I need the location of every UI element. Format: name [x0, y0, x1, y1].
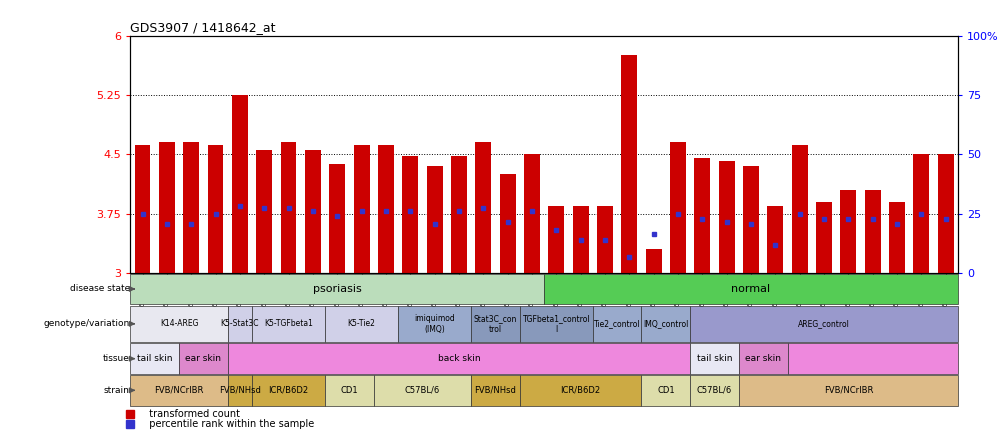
- Bar: [548, 206, 564, 273]
- Bar: [787, 344, 957, 374]
- Text: CD1: CD1: [656, 386, 674, 395]
- Text: FVB/NHsd: FVB/NHsd: [474, 386, 516, 395]
- Bar: [669, 143, 685, 273]
- Bar: [402, 156, 418, 273]
- Bar: [689, 305, 957, 342]
- Bar: [471, 375, 519, 405]
- Text: back skin: back skin: [437, 354, 480, 363]
- Bar: [689, 344, 738, 374]
- Bar: [354, 145, 369, 273]
- Bar: [840, 190, 856, 273]
- Bar: [159, 143, 174, 273]
- Bar: [641, 305, 689, 342]
- Bar: [130, 305, 227, 342]
- Text: transformed count: transformed count: [142, 409, 239, 419]
- Text: disease state: disease state: [69, 285, 130, 293]
- Text: C57BL/6: C57BL/6: [405, 386, 440, 395]
- Bar: [888, 202, 904, 273]
- Bar: [329, 164, 345, 273]
- Bar: [738, 375, 957, 405]
- Text: FVB/NCrIBR: FVB/NCrIBR: [154, 386, 203, 395]
- Bar: [130, 375, 227, 405]
- Text: FVB/NCrIBR: FVB/NCrIBR: [823, 386, 872, 395]
- Text: Stat3C_con
trol: Stat3C_con trol: [473, 314, 517, 333]
- Text: percentile rank within the sample: percentile rank within the sample: [142, 419, 314, 429]
- Text: psoriasis: psoriasis: [313, 284, 362, 294]
- Bar: [791, 145, 807, 273]
- Bar: [257, 151, 272, 273]
- Bar: [913, 155, 928, 273]
- Bar: [378, 145, 394, 273]
- Text: K5-TGFbeta1: K5-TGFbeta1: [264, 319, 313, 328]
- Bar: [718, 161, 733, 273]
- Bar: [519, 375, 641, 405]
- Bar: [689, 375, 738, 405]
- Bar: [864, 190, 880, 273]
- Bar: [499, 174, 515, 273]
- Bar: [227, 375, 252, 405]
- Text: GDS3907 / 1418642_at: GDS3907 / 1418642_at: [130, 21, 276, 34]
- Text: FVB/NHsd: FVB/NHsd: [218, 386, 261, 395]
- Bar: [592, 305, 641, 342]
- Bar: [252, 375, 325, 405]
- Bar: [227, 305, 252, 342]
- Text: ear skin: ear skin: [744, 354, 781, 363]
- Bar: [325, 375, 374, 405]
- Bar: [937, 155, 953, 273]
- Bar: [398, 305, 471, 342]
- Text: CD1: CD1: [341, 386, 358, 395]
- Bar: [374, 375, 471, 405]
- Bar: [471, 305, 519, 342]
- Bar: [134, 145, 150, 273]
- Bar: [183, 143, 199, 273]
- Bar: [816, 202, 831, 273]
- Text: strain: strain: [104, 386, 130, 395]
- Text: C57BL/6: C57BL/6: [696, 386, 731, 395]
- Text: ICR/B6D2: ICR/B6D2: [560, 386, 600, 395]
- Bar: [179, 344, 227, 374]
- Text: AREG_control: AREG_control: [798, 319, 849, 328]
- Bar: [742, 166, 759, 273]
- Text: IMQ_control: IMQ_control: [642, 319, 687, 328]
- Bar: [325, 305, 398, 342]
- Text: tail skin: tail skin: [696, 354, 731, 363]
- Text: K14-AREG: K14-AREG: [159, 319, 198, 328]
- Text: genotype/variation: genotype/variation: [44, 319, 130, 328]
- Text: tail skin: tail skin: [137, 354, 172, 363]
- Bar: [693, 158, 709, 273]
- Bar: [207, 145, 223, 273]
- Bar: [543, 274, 957, 304]
- Bar: [305, 151, 321, 273]
- Bar: [738, 344, 787, 374]
- Text: imiquimod
(IMQ): imiquimod (IMQ): [414, 314, 455, 333]
- Bar: [130, 274, 543, 304]
- Bar: [451, 156, 466, 273]
- Text: K5-Tie2: K5-Tie2: [348, 319, 375, 328]
- Bar: [130, 344, 179, 374]
- Text: TGFbeta1_control
l: TGFbeta1_control l: [522, 314, 589, 333]
- Bar: [281, 143, 297, 273]
- Bar: [426, 166, 442, 273]
- Text: ear skin: ear skin: [185, 354, 221, 363]
- Text: normal: normal: [730, 284, 770, 294]
- Bar: [252, 305, 325, 342]
- Bar: [621, 56, 636, 273]
- Bar: [767, 206, 783, 273]
- Text: Tie2_control: Tie2_control: [593, 319, 640, 328]
- Bar: [227, 344, 689, 374]
- Bar: [523, 155, 539, 273]
- Bar: [596, 206, 612, 273]
- Bar: [519, 305, 592, 342]
- Text: K5-Stat3C: K5-Stat3C: [220, 319, 259, 328]
- Text: tissue: tissue: [103, 354, 130, 363]
- Bar: [641, 375, 689, 405]
- Text: ICR/B6D2: ICR/B6D2: [269, 386, 309, 395]
- Bar: [231, 95, 247, 273]
- Bar: [645, 250, 661, 273]
- Bar: [475, 143, 491, 273]
- Bar: [572, 206, 588, 273]
